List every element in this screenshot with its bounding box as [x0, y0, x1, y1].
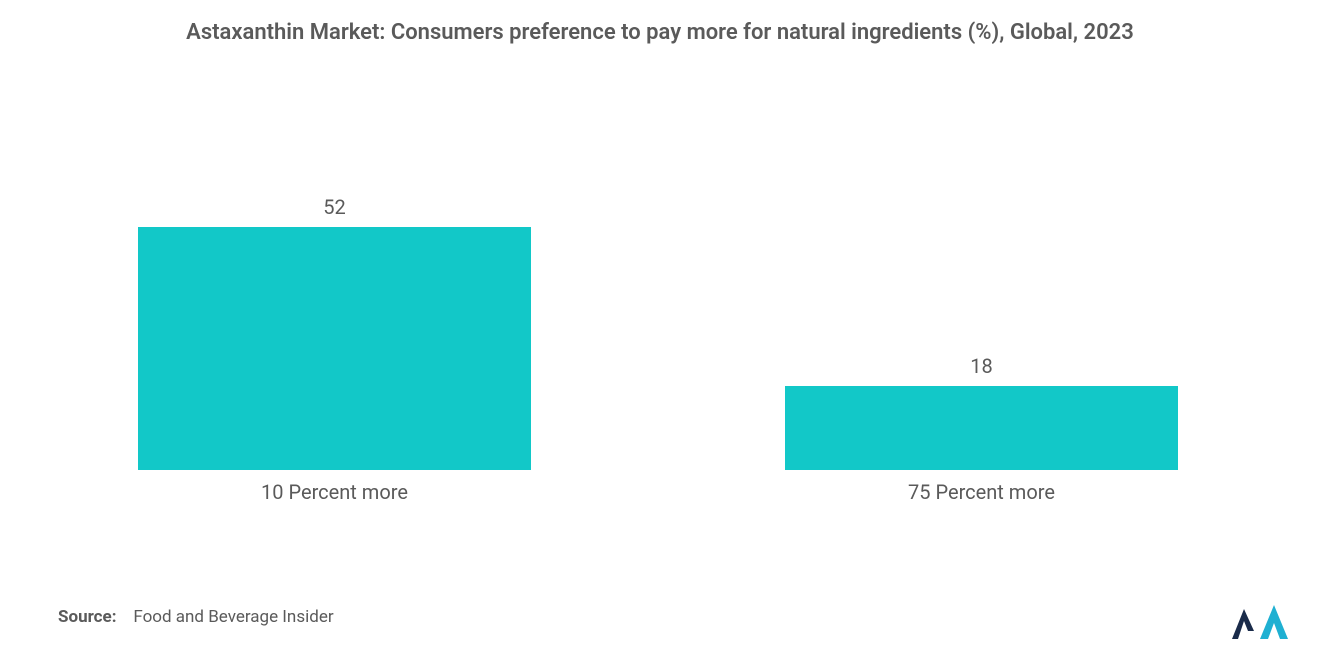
source-line: Source: Food and Beverage Insider: [58, 607, 334, 627]
plot-area: 5210 Percent more1875 Percent more: [138, 120, 1211, 470]
chart-title: Astaxanthin Market: Consumers preference…: [0, 18, 1320, 48]
logo-mark-left: [1232, 609, 1254, 639]
chart-container: Astaxanthin Market: Consumers preference…: [0, 0, 1320, 665]
bar-value-label: 52: [138, 195, 531, 219]
bar: [785, 386, 1178, 470]
category-label: 75 Percent more: [785, 480, 1178, 504]
bar-value-label: 18: [785, 354, 1178, 378]
logo-mark-right: [1260, 605, 1288, 639]
source-label: Source:: [58, 607, 116, 627]
category-label: 10 Percent more: [138, 480, 531, 504]
source-text: Food and Beverage Insider: [133, 607, 333, 627]
bar: [138, 227, 531, 470]
brand-logo: [1230, 601, 1292, 641]
